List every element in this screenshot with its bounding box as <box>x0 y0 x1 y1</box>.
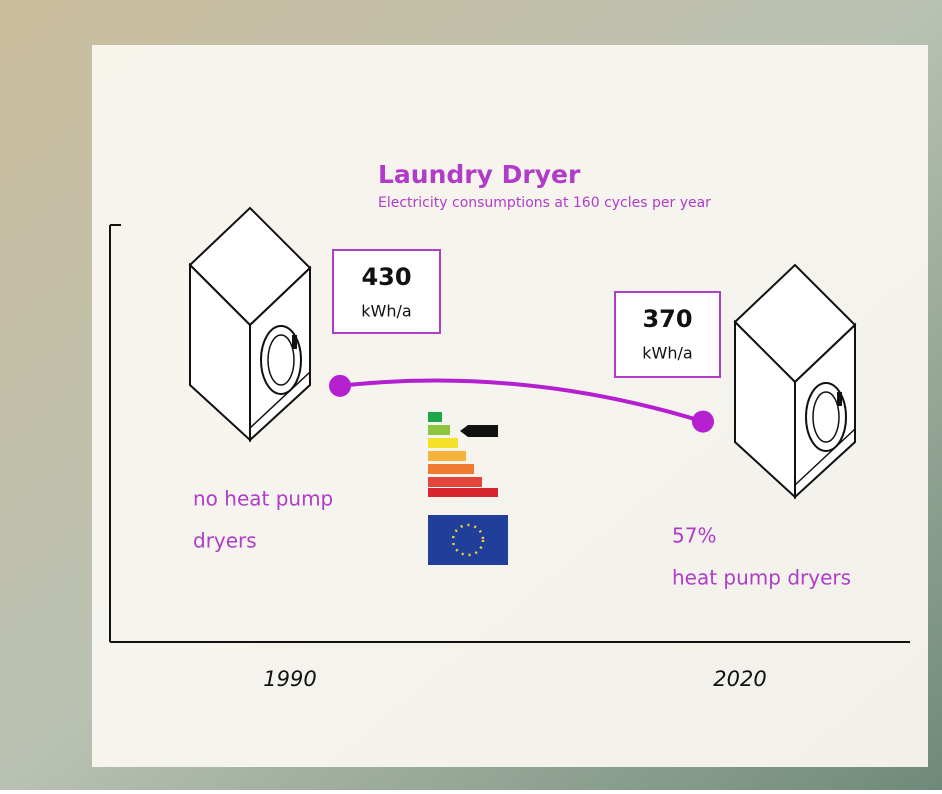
value-box <box>614 291 721 378</box>
annotation: dryers <box>193 529 257 553</box>
value-box <box>332 249 441 334</box>
data-point <box>692 410 714 433</box>
chart-subtitle: Electricity consumptions at 160 cycles p… <box>378 195 711 211</box>
data-line <box>339 378 704 424</box>
annotation: no heat pump <box>193 487 333 511</box>
unit-label: kWh/a <box>361 302 411 321</box>
unit-label: kWh/a <box>642 344 692 363</box>
annotation: 57% <box>672 524 716 548</box>
value-label: 370 <box>642 305 692 333</box>
energy-label-icon <box>428 412 508 565</box>
x-tick-label: 2020 <box>713 667 766 691</box>
annotation: heat pump dryers <box>672 566 851 590</box>
chart-title: Laundry Dryer <box>378 160 581 189</box>
x-tick-label: 1990 <box>263 667 316 691</box>
value-label: 430 <box>361 263 411 291</box>
data-point <box>329 374 351 397</box>
